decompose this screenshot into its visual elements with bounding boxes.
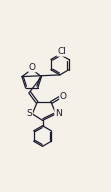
Text: O: O — [29, 63, 36, 72]
Text: Cl: Cl — [57, 47, 66, 56]
Text: O: O — [60, 92, 67, 101]
Text: N: N — [55, 109, 62, 118]
Text: S: S — [27, 109, 32, 118]
